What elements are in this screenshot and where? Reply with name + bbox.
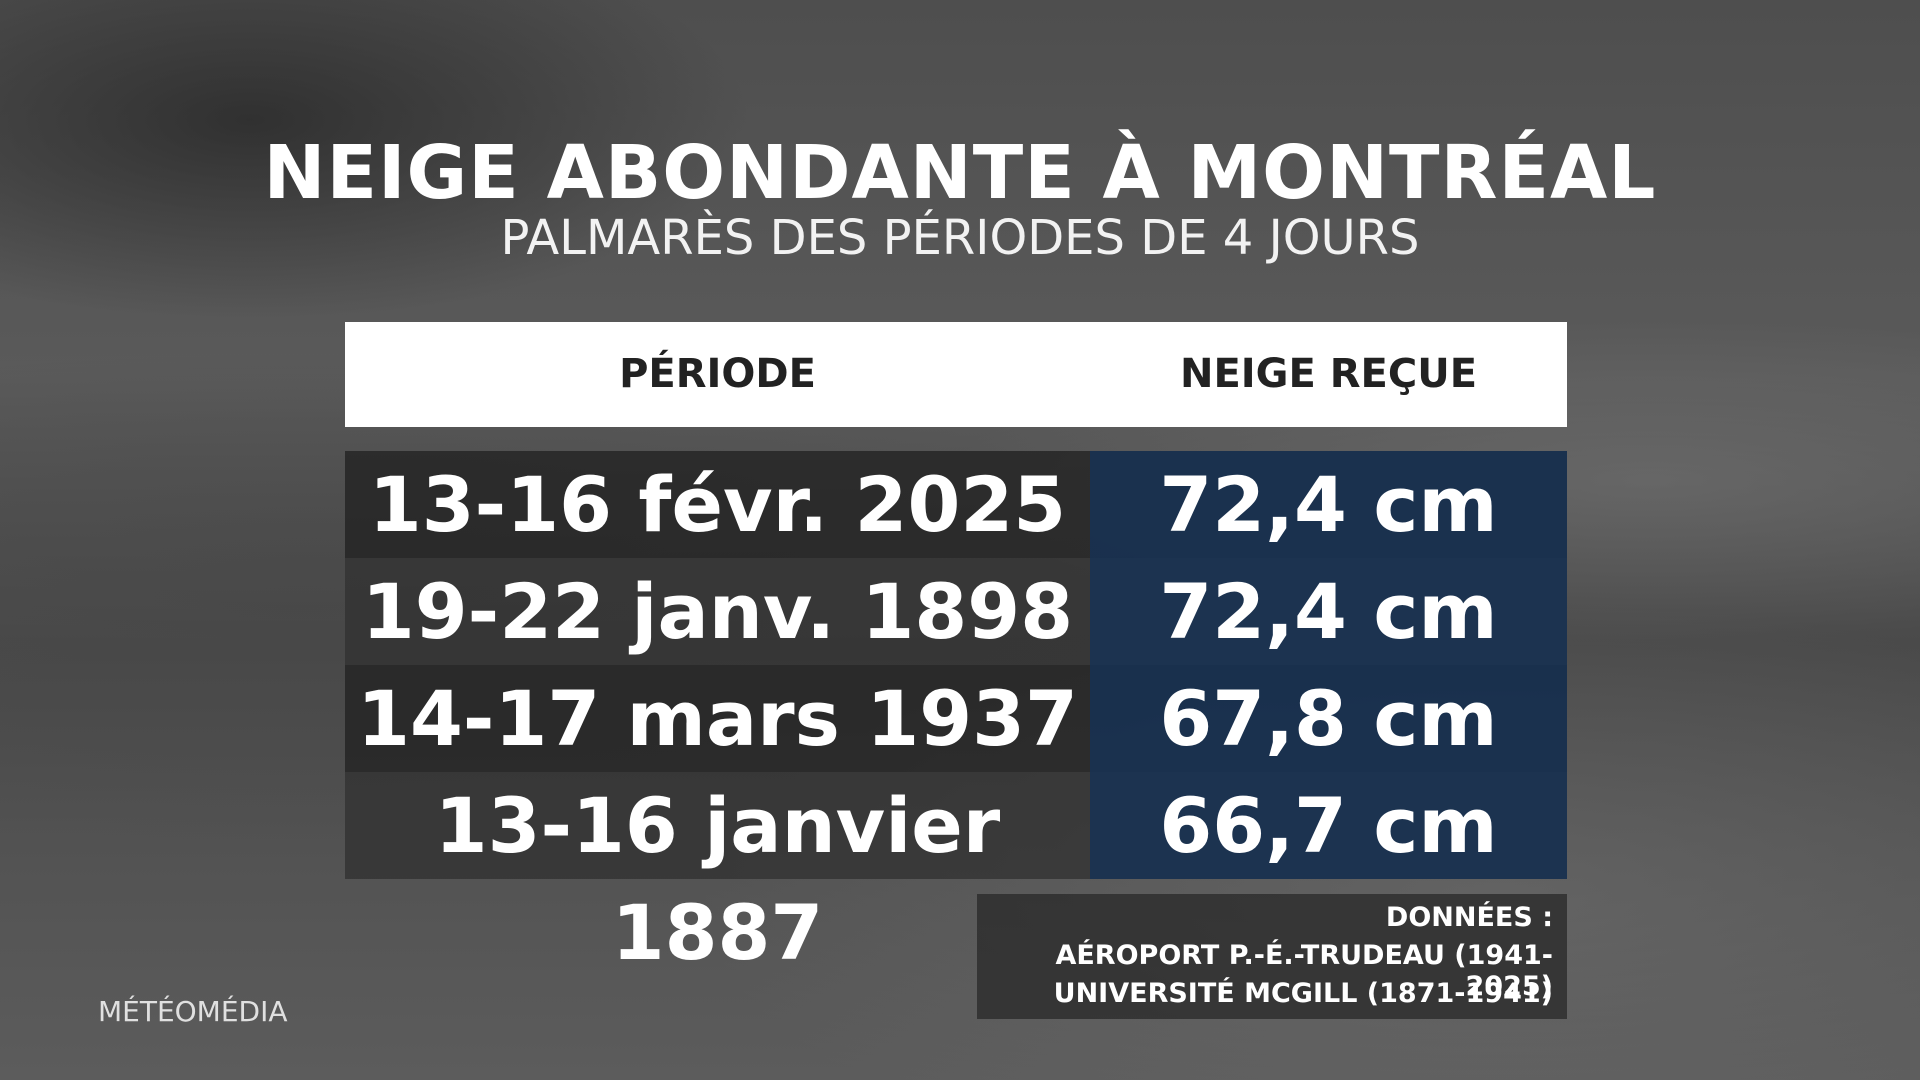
table-row: 19-22 janv. 1898 72,4 cm <box>345 558 1567 665</box>
table-row: 14-17 mars 1937 67,8 cm <box>345 665 1567 772</box>
table-cell: 13-16 janvier 1887 <box>434 781 1001 977</box>
title: NEIGE ABONDANTE À MONTRÉAL <box>263 130 1657 216</box>
table-cell: 13-16 févr. 2025 <box>368 460 1067 549</box>
table-cell: 19-22 janv. 1898 <box>361 567 1074 656</box>
source-line: UNIVERSITÉ MCGILL (1871-1941) <box>1053 978 1553 1009</box>
table-cell: 72,4 cm <box>1090 558 1567 665</box>
source-box: DONNÉES : AÉROPORT P.-É.-TRUDEAU (1941-20… <box>977 894 1567 1019</box>
source-line: AÉROPORT P.-É.-TRUDEAU (1941-2025) <box>1055 940 1553 1002</box>
source-line: DONNÉES : <box>1385 902 1553 933</box>
table-row: 13-16 févr. 2025 72,4 cm <box>345 451 1567 558</box>
table-cell: 72,4 cm <box>1090 451 1567 558</box>
column-header: NEIGE REÇUE <box>1179 351 1478 397</box>
logo: MÉTÉOMÉDIA <box>98 995 288 1028</box>
subtitle: PALMARÈS DES PÉRIODES DE 4 JOURS <box>500 210 1420 266</box>
table-cell: 14-17 mars 1937 <box>357 674 1078 763</box>
table-cell: 66,7 cm <box>1090 772 1567 879</box>
table-header: PÉRIODE NEIGE REÇUE <box>345 322 1567 427</box>
column-header: PÉRIODE <box>619 351 816 397</box>
table-cell: 67,8 cm <box>1090 665 1567 772</box>
table-row: 13-16 janvier 1887 66,7 cm <box>345 772 1567 977</box>
